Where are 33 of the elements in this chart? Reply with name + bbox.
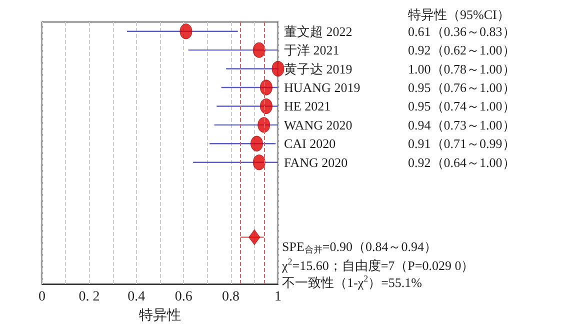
data-label: 0.95（0.74～1.00） bbox=[408, 98, 516, 114]
point bbox=[272, 61, 284, 77]
y-tick-label: 董文超 2022 bbox=[284, 24, 352, 39]
data-label: 0.92（0.64～1.00） bbox=[408, 154, 516, 170]
x-axis-title: 特异性 bbox=[139, 307, 181, 324]
x-tick-label: 0 bbox=[38, 290, 46, 304]
y-tick-label: HUANG 2019 bbox=[284, 80, 360, 95]
x-tick-label: 0.8 bbox=[222, 290, 240, 304]
data-label: 1.00（0.78～1.00） bbox=[408, 61, 516, 76]
data-label: 0.61（0.36～0.83） bbox=[408, 24, 516, 39]
point bbox=[250, 136, 264, 152]
y-tick-label: WANG 2020 bbox=[284, 117, 352, 132]
x-tick-label: 0.4 bbox=[128, 290, 146, 304]
data-label: 0.92（0.62～1.00） bbox=[408, 42, 516, 58]
y-tick-label: FANG 2020 bbox=[284, 154, 348, 170]
y-tick-label: CAI 2020 bbox=[284, 136, 336, 152]
x-tick-label: 0. 2 bbox=[78, 290, 100, 304]
data-label: 0.95（0.76～1.00） bbox=[408, 80, 516, 95]
y-tick-label: HE 2021 bbox=[284, 98, 331, 114]
point bbox=[260, 80, 272, 96]
point bbox=[180, 24, 192, 40]
y-tick-label: 黄子达 2019 bbox=[284, 61, 352, 76]
point bbox=[252, 42, 266, 58]
text: 特异性（95%CI） bbox=[408, 7, 510, 22]
point bbox=[260, 98, 272, 114]
x-tick-label: 1 bbox=[274, 290, 282, 304]
point bbox=[258, 117, 270, 133]
data-label: 0.94（0.73～1.00） bbox=[408, 117, 516, 132]
point bbox=[252, 154, 266, 170]
data-label: 0.91（0.71～0.99） bbox=[408, 136, 516, 152]
x-tick-label: 0.6 bbox=[174, 290, 192, 304]
y-tick-label: 于洋 2021 bbox=[284, 42, 340, 58]
point bbox=[248, 229, 260, 245]
